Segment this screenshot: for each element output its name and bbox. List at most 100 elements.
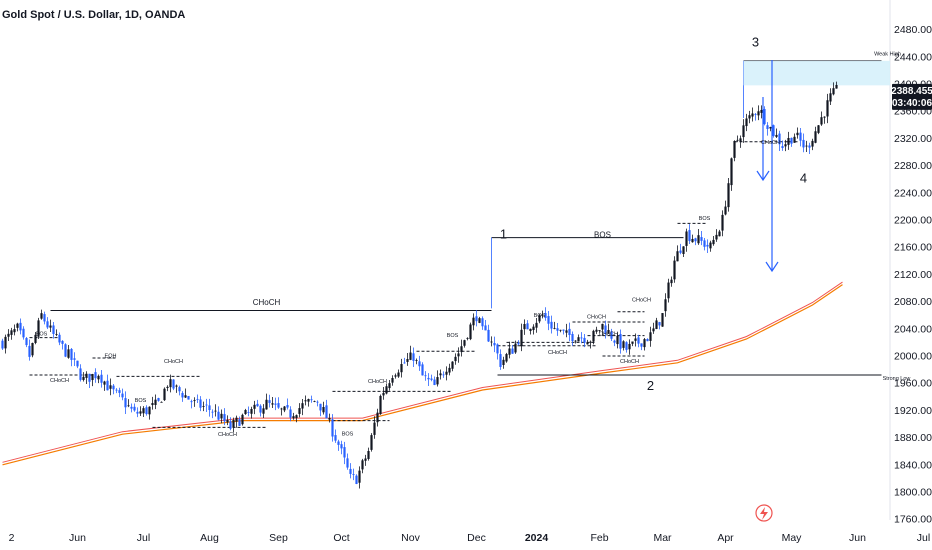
candle-body bbox=[361, 460, 364, 470]
candle-body bbox=[610, 331, 613, 339]
candle-body bbox=[136, 411, 139, 414]
candle-body bbox=[754, 114, 757, 115]
structure-tag: BOS bbox=[342, 432, 354, 438]
candle-body bbox=[460, 346, 463, 353]
candle-body bbox=[184, 395, 187, 398]
logo-icon bbox=[755, 504, 773, 522]
candle-body bbox=[415, 360, 418, 361]
candle-body bbox=[319, 403, 322, 411]
candle-body bbox=[322, 407, 325, 413]
candle-body bbox=[337, 441, 340, 445]
candle-body bbox=[826, 100, 829, 117]
candle-body bbox=[238, 419, 241, 426]
y-tick-label: 2080.000 bbox=[894, 296, 932, 308]
candle-body bbox=[691, 238, 694, 243]
candle-body bbox=[688, 230, 691, 241]
annotation-label: BOS bbox=[594, 231, 611, 240]
annotation-label: CHoCH bbox=[253, 298, 281, 307]
candle-body bbox=[757, 111, 760, 116]
candle-body bbox=[226, 419, 229, 423]
candle-body bbox=[589, 341, 592, 343]
candle-body bbox=[748, 115, 751, 119]
candle-body bbox=[715, 234, 718, 240]
candle-body bbox=[190, 401, 193, 403]
candle-body bbox=[583, 337, 586, 343]
candle-body bbox=[277, 403, 280, 408]
candle-body bbox=[598, 330, 601, 331]
candle-body bbox=[196, 398, 199, 400]
candle-body bbox=[385, 386, 388, 394]
candle-body bbox=[661, 313, 664, 327]
candle-body bbox=[490, 341, 493, 343]
candle-body bbox=[556, 328, 559, 331]
y-tick-label: 1840.000 bbox=[894, 459, 932, 471]
structure-tag: BOS bbox=[447, 333, 459, 339]
candle-body bbox=[118, 390, 121, 393]
candle-body bbox=[571, 333, 574, 342]
candle-body bbox=[547, 316, 550, 324]
structure-lines bbox=[29, 60, 890, 428]
candle-body bbox=[751, 113, 754, 117]
candle-body bbox=[487, 329, 490, 342]
structure-tag: CHoCH bbox=[620, 359, 639, 365]
candle-body bbox=[247, 411, 250, 413]
wave-label: 4 bbox=[800, 171, 807, 186]
candle-body bbox=[724, 206, 727, 215]
candle-body bbox=[400, 364, 403, 373]
structure-tag: BOS bbox=[534, 313, 546, 319]
structure-tag: CHoCH bbox=[761, 140, 780, 146]
candle-body bbox=[346, 458, 349, 468]
candle-body bbox=[727, 183, 730, 208]
candle-body bbox=[124, 398, 127, 408]
candle-body bbox=[766, 125, 769, 129]
structure-tag: CHoCH bbox=[50, 378, 69, 384]
candle-body bbox=[175, 385, 178, 387]
candle-body bbox=[628, 343, 631, 350]
candle-body bbox=[109, 385, 112, 389]
candle-body bbox=[178, 387, 181, 392]
candle-body bbox=[418, 361, 421, 367]
candle-body bbox=[568, 328, 571, 336]
candle-body bbox=[166, 386, 169, 389]
candle-body bbox=[442, 374, 445, 376]
candle-body bbox=[7, 333, 10, 337]
structure-tag: CHoCH bbox=[548, 350, 567, 356]
candle-body bbox=[559, 329, 562, 331]
candle-body bbox=[532, 326, 535, 331]
candle-body bbox=[55, 334, 58, 335]
candle-body bbox=[682, 246, 685, 254]
candle-body bbox=[622, 341, 625, 348]
candle-body bbox=[67, 349, 70, 358]
candle-body bbox=[799, 132, 802, 141]
candle-body bbox=[292, 416, 295, 419]
y-tick-label: 1920.000 bbox=[894, 405, 932, 417]
candle-body bbox=[85, 373, 88, 378]
x-tick-label: Oct bbox=[333, 532, 349, 544]
candle-body bbox=[832, 88, 835, 95]
candle-body bbox=[364, 458, 367, 461]
candle-body bbox=[298, 408, 301, 414]
structure-tag: BOS bbox=[36, 332, 48, 338]
candle-body bbox=[472, 317, 475, 326]
candle-body bbox=[79, 368, 82, 380]
candle-body bbox=[499, 354, 502, 367]
candle-body bbox=[802, 139, 805, 148]
candle-body bbox=[91, 374, 94, 381]
wave-label: 2 bbox=[647, 378, 654, 393]
x-tick-label: Apr bbox=[717, 532, 734, 544]
candle-body bbox=[745, 118, 748, 127]
y-tick-label: 1960.000 bbox=[894, 378, 932, 390]
x-tick-label: Jun bbox=[849, 532, 866, 544]
candle-body bbox=[574, 340, 577, 342]
candle-body bbox=[595, 329, 598, 332]
x-axis: 2 Jun Jul Aug Sep Oct Nov Dec 2024 Feb Mar Apr May Ju… bbox=[9, 532, 931, 544]
candle-body bbox=[427, 377, 430, 380]
candle-body bbox=[616, 335, 619, 345]
structure-tag: BOS bbox=[699, 216, 711, 222]
candle-body bbox=[466, 337, 469, 339]
candle-body bbox=[640, 343, 643, 347]
candle-body bbox=[409, 352, 412, 360]
candle-body bbox=[163, 388, 166, 401]
y-tick-label: 2280.000 bbox=[894, 160, 932, 172]
candle-body bbox=[274, 403, 277, 405]
